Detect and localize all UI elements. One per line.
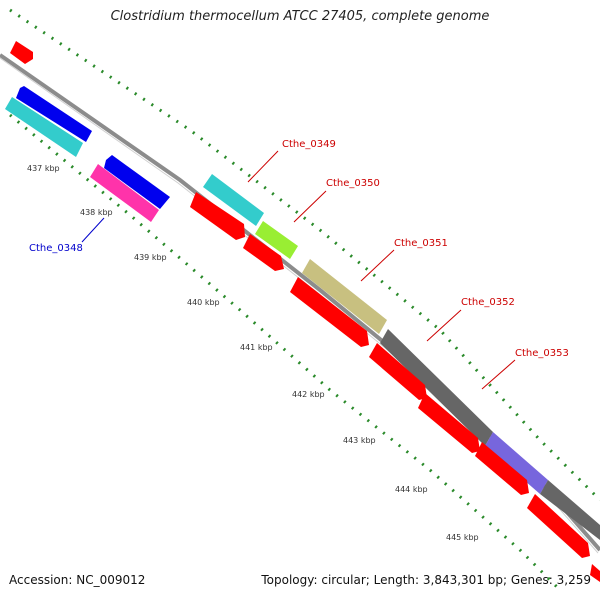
tick-label-441: 441 kbp (240, 343, 273, 352)
gene-label-cthe0350: Cthe_0350 (326, 178, 380, 189)
gene-red-small[interactable] (10, 41, 33, 64)
gene-blue-1[interactable] (16, 86, 92, 142)
label-line-cthe0348 (81, 217, 105, 243)
tick-label-443: 443 kbp (343, 436, 376, 445)
gene-red-4[interactable] (369, 343, 427, 400)
gene-red-1[interactable] (190, 192, 245, 240)
label-line-cthe0351 (360, 249, 395, 282)
gene-purple-cthe0353[interactable] (485, 432, 548, 494)
inner-tick-marks (9, 113, 562, 592)
gene-cyan-1[interactable] (5, 97, 83, 157)
gene-label-cthe0348: Cthe_0348 (29, 243, 83, 254)
gene-gray-cthe0352[interactable] (380, 329, 493, 446)
gene-red-5[interactable] (418, 393, 480, 453)
gene-red-3[interactable] (290, 277, 369, 347)
gene-label-cthe0349: Cthe_0349 (282, 139, 336, 150)
label-line-cthe0349 (247, 150, 279, 183)
accession-label: Accession: NC_009012 (9, 573, 146, 587)
topology-stats-label: Topology: circular; Length: 3,843,301 bp… (261, 573, 591, 587)
tick-label-438: 438 kbp (80, 208, 113, 217)
gene-lime-cthe0350[interactable] (255, 221, 298, 259)
gene-red-2[interactable] (243, 234, 284, 271)
outer-tick-marks (9, 8, 600, 502)
label-line-cthe0353 (481, 359, 516, 390)
label-line-cthe0352 (426, 309, 462, 342)
label-line-cthe0350 (293, 190, 327, 223)
tick-label-442: 442 kbp (292, 390, 325, 399)
gene-cyan-cthe0349[interactable] (203, 174, 264, 226)
gene-gray-2[interactable] (540, 480, 600, 540)
gene-khaki-cthe0351[interactable] (302, 259, 387, 334)
gene-red-7[interactable] (527, 494, 590, 558)
gene-red-6[interactable] (475, 442, 529, 495)
map-title: Clostridium thermocellum ATCC 27405, com… (110, 9, 490, 24)
tick-label-444: 444 kbp (395, 485, 428, 494)
gene-label-cthe0352: Cthe_0352 (461, 297, 515, 308)
gene-blue-2[interactable] (104, 155, 170, 209)
tick-label-437: 437 kbp (27, 164, 60, 173)
gene-label-cthe0353: Cthe_0353 (515, 348, 569, 359)
tick-label-439: 439 kbp (134, 253, 167, 262)
tick-label-445: 445 kbp (446, 533, 479, 542)
tick-label-440: 440 kbp (187, 298, 220, 307)
gene-red-8[interactable] (590, 564, 600, 582)
gene-magenta[interactable] (90, 164, 159, 222)
gene-label-cthe0351: Cthe_0351 (394, 238, 448, 249)
